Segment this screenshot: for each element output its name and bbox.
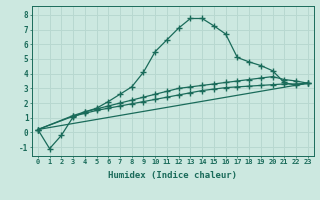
X-axis label: Humidex (Indice chaleur): Humidex (Indice chaleur): [108, 171, 237, 180]
